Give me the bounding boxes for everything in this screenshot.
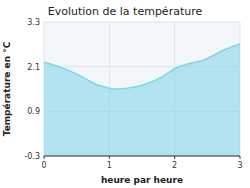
x-tick-label: 1 bbox=[107, 161, 112, 170]
chart: 0 1 2 3 -0.3 0.9 2.1 3.3 heure par heure Températ… bbox=[0, 0, 250, 188]
grid-line-y bbox=[44, 22, 240, 23]
x-tick bbox=[44, 156, 45, 159]
x-tick bbox=[240, 156, 241, 159]
plot-background bbox=[44, 22, 240, 156]
x-tick-label: 3 bbox=[237, 161, 242, 170]
chart-container: 0 1 2 3 -0.3 0.9 2.1 3.3 heure par heure Températ… bbox=[0, 0, 250, 188]
y-axis-label: Température en °C bbox=[2, 41, 12, 136]
y-tick-label: -0.3 bbox=[24, 152, 40, 161]
x-axis-label: heure par heure bbox=[101, 175, 183, 185]
x-tick-label: 0 bbox=[41, 161, 46, 170]
data-area bbox=[44, 44, 240, 156]
y-tick-label: 2.1 bbox=[27, 63, 40, 72]
chart-title: Evolution de la température bbox=[48, 5, 203, 18]
grid-line-y bbox=[44, 156, 240, 157]
x-tick-label: 2 bbox=[172, 161, 177, 170]
y-tick-label: 0.9 bbox=[27, 107, 40, 116]
area-line bbox=[44, 44, 240, 89]
ticks: 0 1 2 3 -0.3 0.9 2.1 3.3 bbox=[24, 18, 242, 170]
x-axis-line bbox=[44, 156, 240, 157]
area-fill bbox=[44, 44, 240, 156]
grid bbox=[44, 22, 240, 156]
y-tick-label: 3.3 bbox=[27, 18, 40, 27]
x-tick bbox=[109, 156, 110, 159]
x-tick bbox=[174, 156, 175, 159]
